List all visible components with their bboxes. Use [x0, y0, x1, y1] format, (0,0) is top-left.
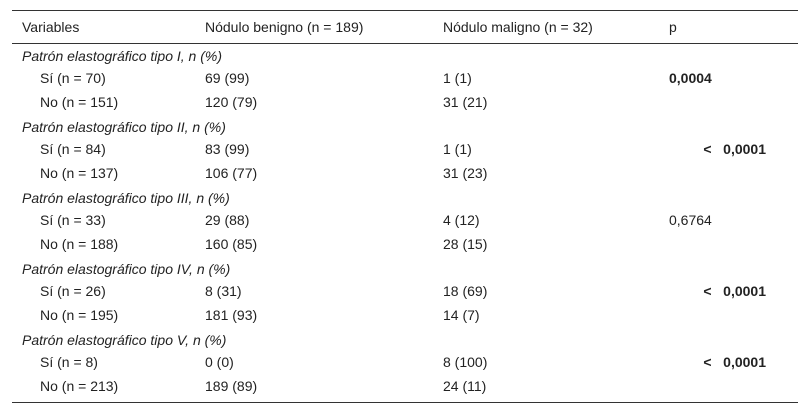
p-value: < 0,0001	[703, 283, 766, 299]
p-value: 0,0004	[669, 70, 712, 86]
p-value: < 0,0001	[703, 354, 766, 370]
header-cell: Variables	[22, 19, 80, 35]
section-title: Patrón elastográfico tipo I, n (%)	[22, 48, 222, 64]
row-label: No (n = 213)	[40, 378, 119, 394]
row-label: Sí (n = 33)	[40, 212, 106, 228]
p-value: < 0,0001	[703, 141, 766, 157]
row-label: No (n = 188)	[40, 236, 119, 252]
benign-cell: 189 (89)	[205, 378, 258, 394]
malignant-cell: 4 (12)	[443, 212, 480, 228]
row-label: Sí (n = 84)	[40, 141, 106, 157]
row-label: No (n = 195)	[40, 307, 119, 323]
top-rule	[12, 10, 798, 11]
malignant-cell: 31 (21)	[443, 94, 488, 110]
header-cell: Nódulo maligno (n = 32)	[443, 19, 593, 35]
benign-cell: 0 (0)	[205, 354, 234, 370]
malignant-cell: 1 (1)	[443, 70, 472, 86]
malignant-cell: 8 (100)	[443, 354, 488, 370]
row-label: Sí (n = 70)	[40, 70, 106, 86]
malignant-cell: 24 (11)	[443, 378, 487, 394]
benign-cell: 106 (77)	[205, 165, 258, 181]
benign-cell: 69 (99)	[205, 70, 250, 86]
benign-cell: 8 (31)	[205, 283, 242, 299]
header-rule	[12, 43, 798, 44]
section-title: Patrón elastográfico tipo II, n (%)	[22, 119, 226, 135]
header-cell: Nódulo benigno (n = 189)	[205, 19, 364, 35]
benign-cell: 29 (88)	[205, 212, 250, 228]
section-title: Patrón elastográfico tipo V, n (%)	[22, 332, 227, 348]
header-cell: p	[669, 19, 677, 35]
bottom-rule	[12, 402, 798, 403]
benign-cell: 181 (93)	[205, 307, 258, 323]
section-title: Patrón elastográfico tipo IV, n (%)	[22, 261, 231, 277]
malignant-cell: 14 (7)	[443, 307, 480, 323]
benign-cell: 160 (85)	[205, 236, 258, 252]
p-value: 0,6764	[669, 212, 712, 228]
row-label: Sí (n = 8)	[40, 354, 98, 370]
malignant-cell: 31 (23)	[443, 165, 488, 181]
section-title: Patrón elastográfico tipo III, n (%)	[22, 190, 230, 206]
row-label: No (n = 151)	[40, 94, 119, 110]
benign-cell: 120 (79)	[205, 94, 258, 110]
malignant-cell: 18 (69)	[443, 283, 488, 299]
malignant-cell: 28 (15)	[443, 236, 488, 252]
malignant-cell: 1 (1)	[443, 141, 472, 157]
benign-cell: 83 (99)	[205, 141, 250, 157]
row-label: Sí (n = 26)	[40, 283, 106, 299]
row-label: No (n = 137)	[40, 165, 119, 181]
